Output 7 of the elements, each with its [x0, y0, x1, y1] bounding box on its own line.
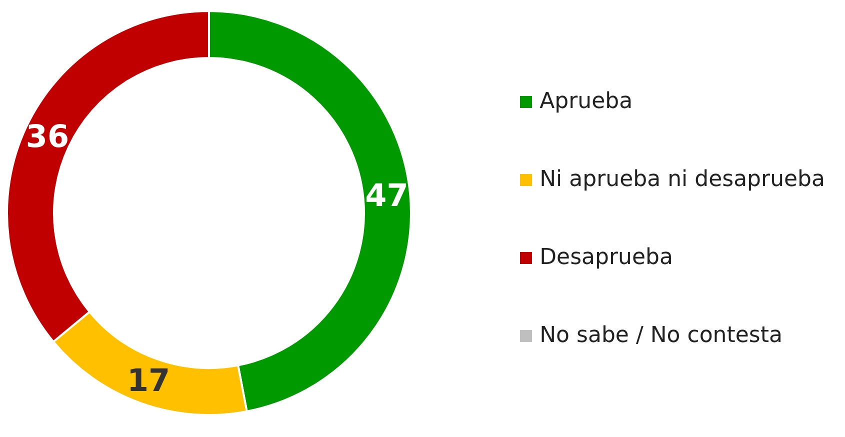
- legend-label: No sabe / No contesta: [540, 323, 782, 348]
- data-label: 17: [126, 362, 170, 399]
- legend-label: Aprueba: [540, 89, 633, 114]
- legend-label: Desaprueba: [540, 245, 673, 270]
- data-label: 47: [365, 178, 408, 214]
- legend-label: Ni aprueba ni desaprueba: [540, 167, 825, 192]
- data-label: 36: [26, 119, 70, 155]
